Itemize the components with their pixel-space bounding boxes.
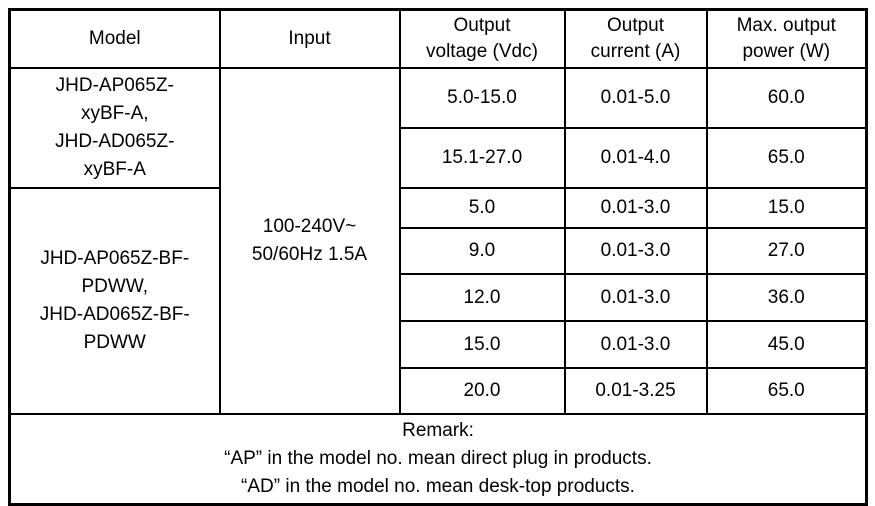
input-value: 100-240V~ 50/60Hz 1.5A <box>218 67 401 415</box>
cell-voltage-6: 20.0 <box>398 367 566 415</box>
cell-power-3: 27.0 <box>705 227 868 275</box>
spec-table-container: Model Input Output voltage (Vdc) Output … <box>8 8 868 506</box>
cell-voltage-2: 5.0 <box>398 187 566 229</box>
cell-current-1: 0.01-4.0 <box>563 127 708 189</box>
table-row: 15.1-27.0 0.01-4.0 65.0 <box>10 127 868 189</box>
cell-power-4: 36.0 <box>705 273 868 322</box>
cell-power-6: 65.0 <box>705 367 868 415</box>
table-row: JHD-AP065Z-BF- PDWW, JHD-AD065Z-BF- PDWW… <box>8 187 868 415</box>
header-max-output-power: Max. output power (W) <box>705 8 868 69</box>
remark-cell: Remark: “AP” in the model no. mean direc… <box>8 413 868 506</box>
cell-power-1: 65.0 <box>705 127 868 189</box>
cell-voltage-1: 15.1-27.0 <box>398 127 566 189</box>
cell-current-2: 0.01-3.0 <box>563 187 708 229</box>
cell-voltage-5: 15.0 <box>398 320 566 369</box>
cell-current-3: 0.01-3.0 <box>563 227 708 275</box>
table-row: JHD-AP065Z- xyBF-A, JHD-AD065Z- xyBF-A 1… <box>8 67 868 415</box>
header-output-current: Output current (A) <box>563 8 708 69</box>
remark-row: Remark: “AP” in the model no. mean direc… <box>8 413 868 506</box>
remark-line-ad: “AD” in the model no. mean desk-top prod… <box>241 476 635 497</box>
cell-current-6: 0.01-3.25 <box>563 367 708 415</box>
table-row: 12.0 0.01-3.0 36.0 <box>10 273 868 322</box>
header-output-voltage: Output voltage (Vdc) <box>398 8 566 69</box>
header-input: Input <box>218 8 401 69</box>
cell-current-4: 0.01-3.0 <box>563 273 708 322</box>
cell-voltage-0: 5.0-15.0 <box>398 67 566 129</box>
cell-voltage-4: 12.0 <box>398 273 566 322</box>
table-row: 20.0 0.01-3.25 65.0 <box>10 367 868 415</box>
power-spec-table: Model Input Output voltage (Vdc) Output … <box>8 8 868 506</box>
model-group-1: JHD-AP065Z- xyBF-A, JHD-AD065Z- xyBF-A <box>8 67 221 189</box>
model-group-2: JHD-AP065Z-BF- PDWW, JHD-AD065Z-BF- PDWW <box>8 187 221 415</box>
cell-power-2: 15.0 <box>705 187 868 229</box>
remark-title: Remark: <box>402 420 474 441</box>
remark-line-ap: “AP” in the model no. mean direct plug i… <box>224 448 652 469</box>
cell-power-0: 60.0 <box>705 67 868 129</box>
table-row: 9.0 0.01-3.0 27.0 <box>10 227 868 275</box>
header-model: Model <box>8 8 221 69</box>
cell-current-0: 0.01-5.0 <box>563 67 708 129</box>
table-row: 15.0 0.01-3.0 45.0 <box>10 320 868 369</box>
cell-power-5: 45.0 <box>705 320 868 369</box>
cell-voltage-3: 9.0 <box>398 227 566 275</box>
header-row: Model Input Output voltage (Vdc) Output … <box>8 8 868 69</box>
cell-current-5: 0.01-3.0 <box>563 320 708 369</box>
